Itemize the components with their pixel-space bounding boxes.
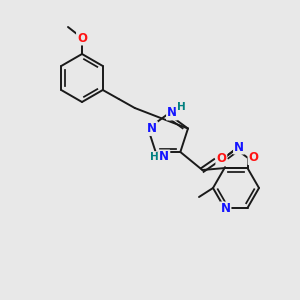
Text: O: O [248, 151, 259, 164]
Text: H: H [177, 102, 185, 112]
Text: N: N [167, 106, 177, 119]
Text: H: H [150, 152, 159, 162]
Text: O: O [216, 152, 226, 166]
Text: N: N [159, 151, 169, 164]
Text: O: O [77, 32, 87, 44]
Text: N: N [234, 141, 244, 154]
Text: N: N [220, 202, 230, 215]
Text: N: N [147, 122, 157, 135]
